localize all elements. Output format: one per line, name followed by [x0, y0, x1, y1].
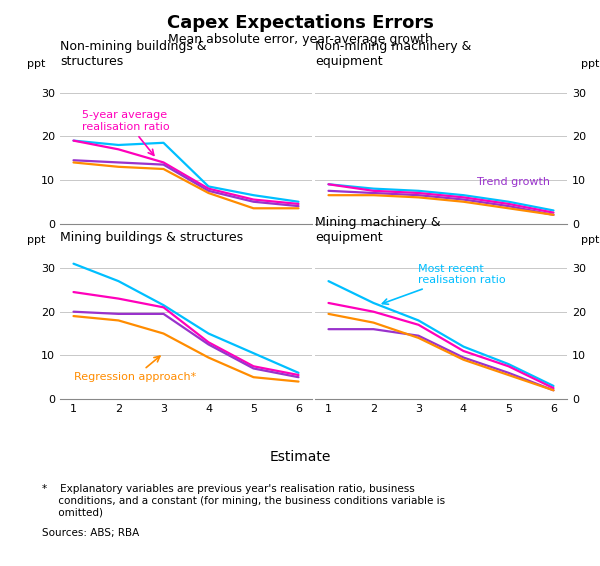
- Text: 5-year average
realisation ratio: 5-year average realisation ratio: [83, 110, 170, 155]
- Text: Mining machinery &
equipment: Mining machinery & equipment: [315, 216, 440, 243]
- Text: Mean absolute error, year-average growth: Mean absolute error, year-average growth: [167, 33, 433, 46]
- Text: *    Explanatory variables are previous year's realisation ratio, business
     : * Explanatory variables are previous yea…: [42, 484, 445, 517]
- Text: ppt: ppt: [27, 235, 46, 245]
- Text: Non-mining buildings &
structures: Non-mining buildings & structures: [60, 40, 206, 68]
- Text: ppt: ppt: [581, 59, 600, 69]
- Text: Non-mining machinery &
equipment: Non-mining machinery & equipment: [315, 40, 472, 68]
- Text: Mining buildings & structures: Mining buildings & structures: [60, 231, 243, 243]
- Text: Most recent
realisation ratio: Most recent realisation ratio: [382, 264, 506, 305]
- Text: ppt: ppt: [27, 59, 46, 69]
- Text: Regression approach*: Regression approach*: [74, 356, 196, 382]
- Text: Estimate: Estimate: [269, 450, 331, 464]
- Text: ppt: ppt: [581, 235, 600, 245]
- Text: Sources: ABS; RBA: Sources: ABS; RBA: [42, 528, 139, 538]
- Text: Capex Expectations Errors: Capex Expectations Errors: [167, 14, 433, 32]
- Text: Trend growth: Trend growth: [477, 177, 550, 187]
